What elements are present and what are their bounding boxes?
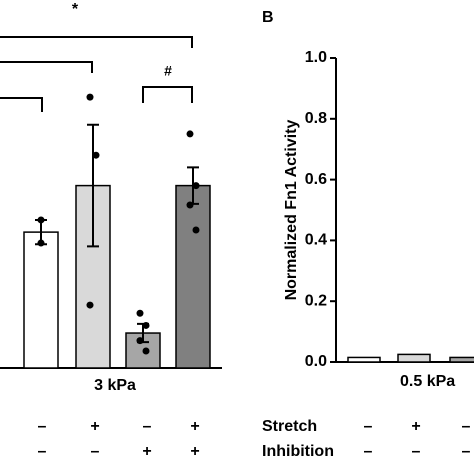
condition-sign: + bbox=[411, 418, 420, 435]
bar bbox=[449, 356, 474, 363]
bar bbox=[23, 231, 59, 369]
data-point bbox=[192, 226, 200, 234]
condition-sign: + bbox=[190, 418, 199, 435]
significance: * bbox=[72, 1, 79, 18]
y-tick-label: 0.4 bbox=[305, 232, 327, 249]
bar bbox=[175, 184, 211, 369]
data-point bbox=[136, 337, 144, 345]
condition-sign: + bbox=[190, 443, 199, 460]
condition-sign: + bbox=[90, 418, 99, 435]
y-axis-label: Normalized Fn1 Activity bbox=[283, 120, 300, 301]
condition-sign: – bbox=[38, 418, 47, 435]
condition-sign: – bbox=[462, 443, 471, 460]
data-point bbox=[186, 130, 194, 138]
bar bbox=[347, 356, 381, 363]
condition-sign: – bbox=[38, 443, 47, 460]
condition-sign: + bbox=[142, 443, 151, 460]
y-tick-label: 0.8 bbox=[305, 110, 327, 127]
bracket bbox=[0, 61, 93, 73]
data-point bbox=[37, 239, 45, 247]
group-label: 3 kPa bbox=[94, 377, 136, 394]
data-point bbox=[86, 93, 94, 101]
bracket bbox=[0, 36, 193, 48]
error-bar bbox=[87, 123, 99, 248]
data-point bbox=[142, 347, 150, 355]
bracket bbox=[0, 97, 43, 112]
bracket bbox=[142, 86, 193, 103]
condition-sign: – bbox=[143, 418, 152, 435]
condition-sign: – bbox=[364, 443, 373, 460]
y-tick-label: 0.0 bbox=[305, 353, 327, 370]
data-point bbox=[186, 201, 194, 209]
row-label: Stretch bbox=[262, 418, 317, 435]
condition-sign: – bbox=[462, 418, 471, 435]
y-tick-label: 0.6 bbox=[305, 171, 327, 188]
data-point bbox=[136, 309, 144, 317]
significance: # bbox=[164, 63, 172, 79]
data-point bbox=[86, 301, 94, 309]
y-tick-label: 1.0 bbox=[305, 49, 327, 66]
data-point bbox=[142, 321, 150, 329]
y-tick-label: 0.2 bbox=[305, 292, 327, 309]
row-label: Inhibition bbox=[262, 443, 334, 460]
data-point bbox=[192, 182, 200, 190]
group-label: 0.5 kPa bbox=[400, 373, 455, 390]
condition-sign: – bbox=[91, 443, 100, 460]
condition-sign: – bbox=[412, 443, 421, 460]
data-point bbox=[92, 151, 100, 159]
condition-sign: – bbox=[364, 418, 373, 435]
data-point bbox=[37, 216, 45, 224]
panel-label: B bbox=[262, 9, 274, 26]
bar bbox=[397, 353, 431, 363]
